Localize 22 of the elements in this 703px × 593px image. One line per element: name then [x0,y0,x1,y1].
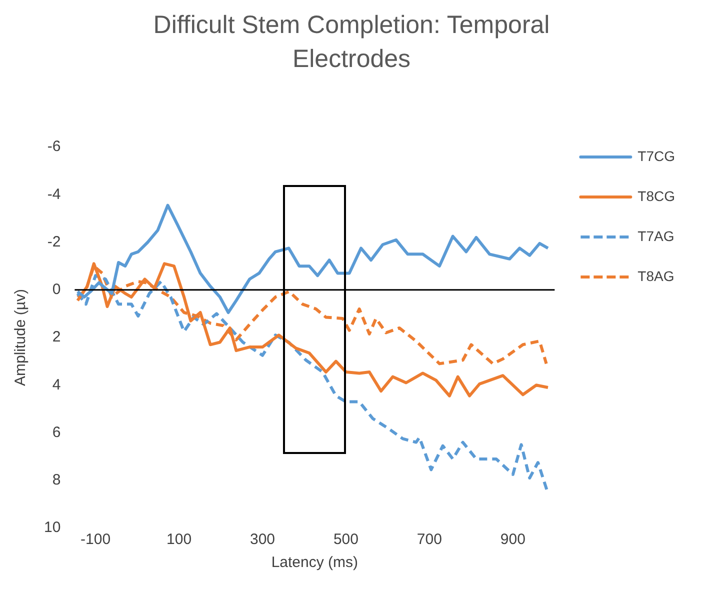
x-tick-label: 100 [166,531,192,548]
legend-label: T8CG [638,188,676,204]
x-tick-label: 900 [500,531,526,548]
y-tick-label: 2 [52,328,61,346]
y-axis-title: Amplitude (µv) [12,288,30,386]
x-tick-label: 700 [416,531,442,548]
y-tick-label: -2 [47,233,61,250]
chart-title: Difficult Stem Completion: Temporal Electrodes [152,10,551,75]
x-tick-label: 300 [250,531,276,548]
y-tick-label: -6 [47,138,61,156]
y-tick-label: -4 [47,186,61,203]
y-tick-label: 6 [52,424,61,441]
y-tick-label: 4 [52,376,61,394]
x-tick-label: -100 [80,531,111,548]
y-tick-label: 8 [52,472,61,489]
legend-label: T8AG [638,268,674,284]
legend-label: T7AG [638,228,674,244]
y-tick-label: 10 [44,519,61,536]
x-axis-title: Latency (ms) [271,554,358,572]
x-tick-label: 500 [333,531,358,548]
legend-label: T7CG [638,148,676,164]
y-tick-label: 0 [52,281,61,298]
